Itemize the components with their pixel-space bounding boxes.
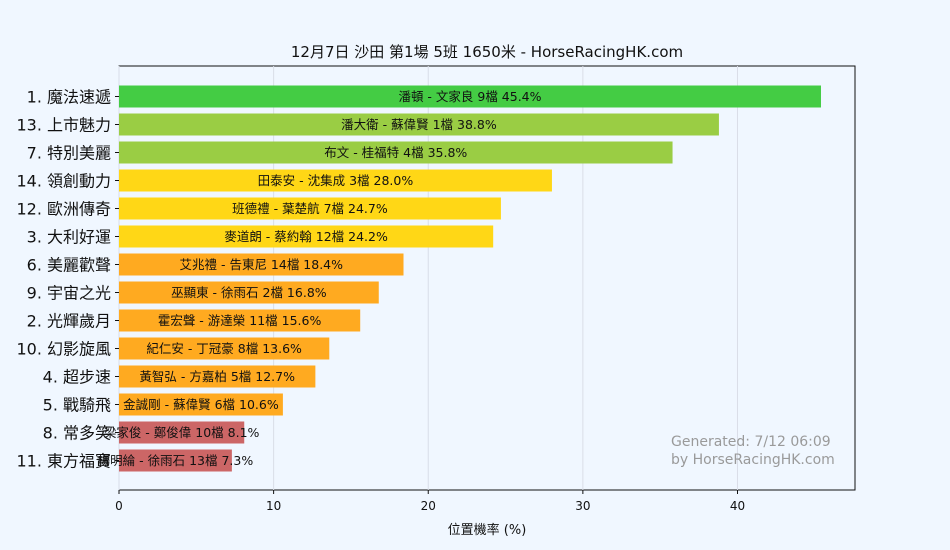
x-tick-label: 20 <box>421 499 436 513</box>
category-label: 13. 上市魅力 <box>16 116 111 135</box>
category-label: 11. 東方福寶 <box>16 452 111 471</box>
bar <box>119 169 552 192</box>
bar-label: 田泰安 - 沈集成 3檔 28.0% <box>258 173 414 188</box>
category-label: 9. 宇宙之光 <box>27 284 111 303</box>
grid <box>118 66 738 490</box>
category-label: 5. 戰騎飛 <box>43 396 111 415</box>
category-label: 6. 美麗歡聲 <box>27 256 111 275</box>
bar <box>119 141 673 164</box>
bar-label: 霍宏聲 - 游達榮 11檔 15.6% <box>158 313 322 328</box>
bars <box>119 85 821 472</box>
bar <box>119 281 379 304</box>
x-tick-label: 0 <box>115 499 123 513</box>
bar <box>119 393 283 416</box>
category-label: 8. 常多笑 <box>43 424 111 443</box>
x-tick-label: 40 <box>730 499 745 513</box>
category-label: 10. 幻影旋風 <box>16 340 111 359</box>
bar <box>119 85 821 108</box>
bar-labels: 潘頓 - 文家良 9檔 45.4% 潘大衛 - 蘇偉賢 1檔 38.8% 布文 - … <box>98 89 542 468</box>
category-label: 2. 光輝歲月 <box>27 312 111 331</box>
category-label: 12. 歐洲傳奇 <box>16 200 111 219</box>
bar <box>119 449 232 472</box>
bar <box>119 253 404 276</box>
bar-label: 麥道朗 - 蔡約翰 12檔 24.2% <box>224 229 388 244</box>
category-label: 1. 魔法速遞 <box>27 88 111 107</box>
x-axis-ticks: 0 10 20 30 40 <box>115 490 745 513</box>
bar <box>119 113 719 136</box>
watermark-generated: Generated: 7/12 06:09 <box>671 434 831 450</box>
x-tick-label: 10 <box>266 499 281 513</box>
bar-label: 紀仁安 - 丁冠豪 8檔 13.6% <box>146 341 302 356</box>
plot-area <box>118 65 856 491</box>
bar-label: 梁家俊 - 鄭俊偉 10檔 8.1% <box>104 425 260 440</box>
bar <box>119 225 494 248</box>
bar <box>119 197 501 220</box>
watermark-site: by HorseRacingHK.com <box>671 452 835 468</box>
bar-label: 楊明綸 - 徐雨石 13檔 7.3% <box>98 453 254 468</box>
bar-label: 布文 - 桂福特 4檔 35.8% <box>324 145 467 160</box>
bar-label: 金誠剛 - 蘇偉賢 6檔 10.6% <box>123 397 279 412</box>
chart-title: 12月7日 沙田 第1場 5班 1650米 - HorseRacingHK.co… <box>291 43 683 61</box>
bar-label: 班德禮 - 葉楚航 7檔 24.7% <box>232 201 388 216</box>
bar-label: 艾兆禮 - 告東尼 14檔 18.4% <box>179 257 343 272</box>
bar <box>119 309 361 332</box>
category-label: 3. 大利好運 <box>27 228 111 247</box>
bar-label: 黃智弘 - 方嘉柏 5檔 12.7% <box>139 369 295 384</box>
category-label: 4. 超步速 <box>43 368 111 387</box>
bar <box>119 421 245 444</box>
bar-label: 潘頓 - 文家良 9檔 45.4% <box>398 89 541 104</box>
bar-label: 潘大衛 - 蘇偉賢 1檔 38.8% <box>341 117 497 132</box>
bar <box>119 337 330 360</box>
bar-label: 巫顯東 - 徐雨石 2檔 16.8% <box>171 285 327 300</box>
bar <box>119 365 316 388</box>
x-axis-title: 位置機率 (%) <box>448 522 527 538</box>
x-tick-label: 30 <box>575 499 590 513</box>
category-label: 14. 領創動力 <box>16 172 111 191</box>
category-labels: 1. 魔法速遞 13. 上市魅力 7. 特別美麗 14. 領創動力 12. 歐洲傳奇 3.… <box>16 88 119 471</box>
category-label: 7. 特別美麗 <box>27 144 111 163</box>
